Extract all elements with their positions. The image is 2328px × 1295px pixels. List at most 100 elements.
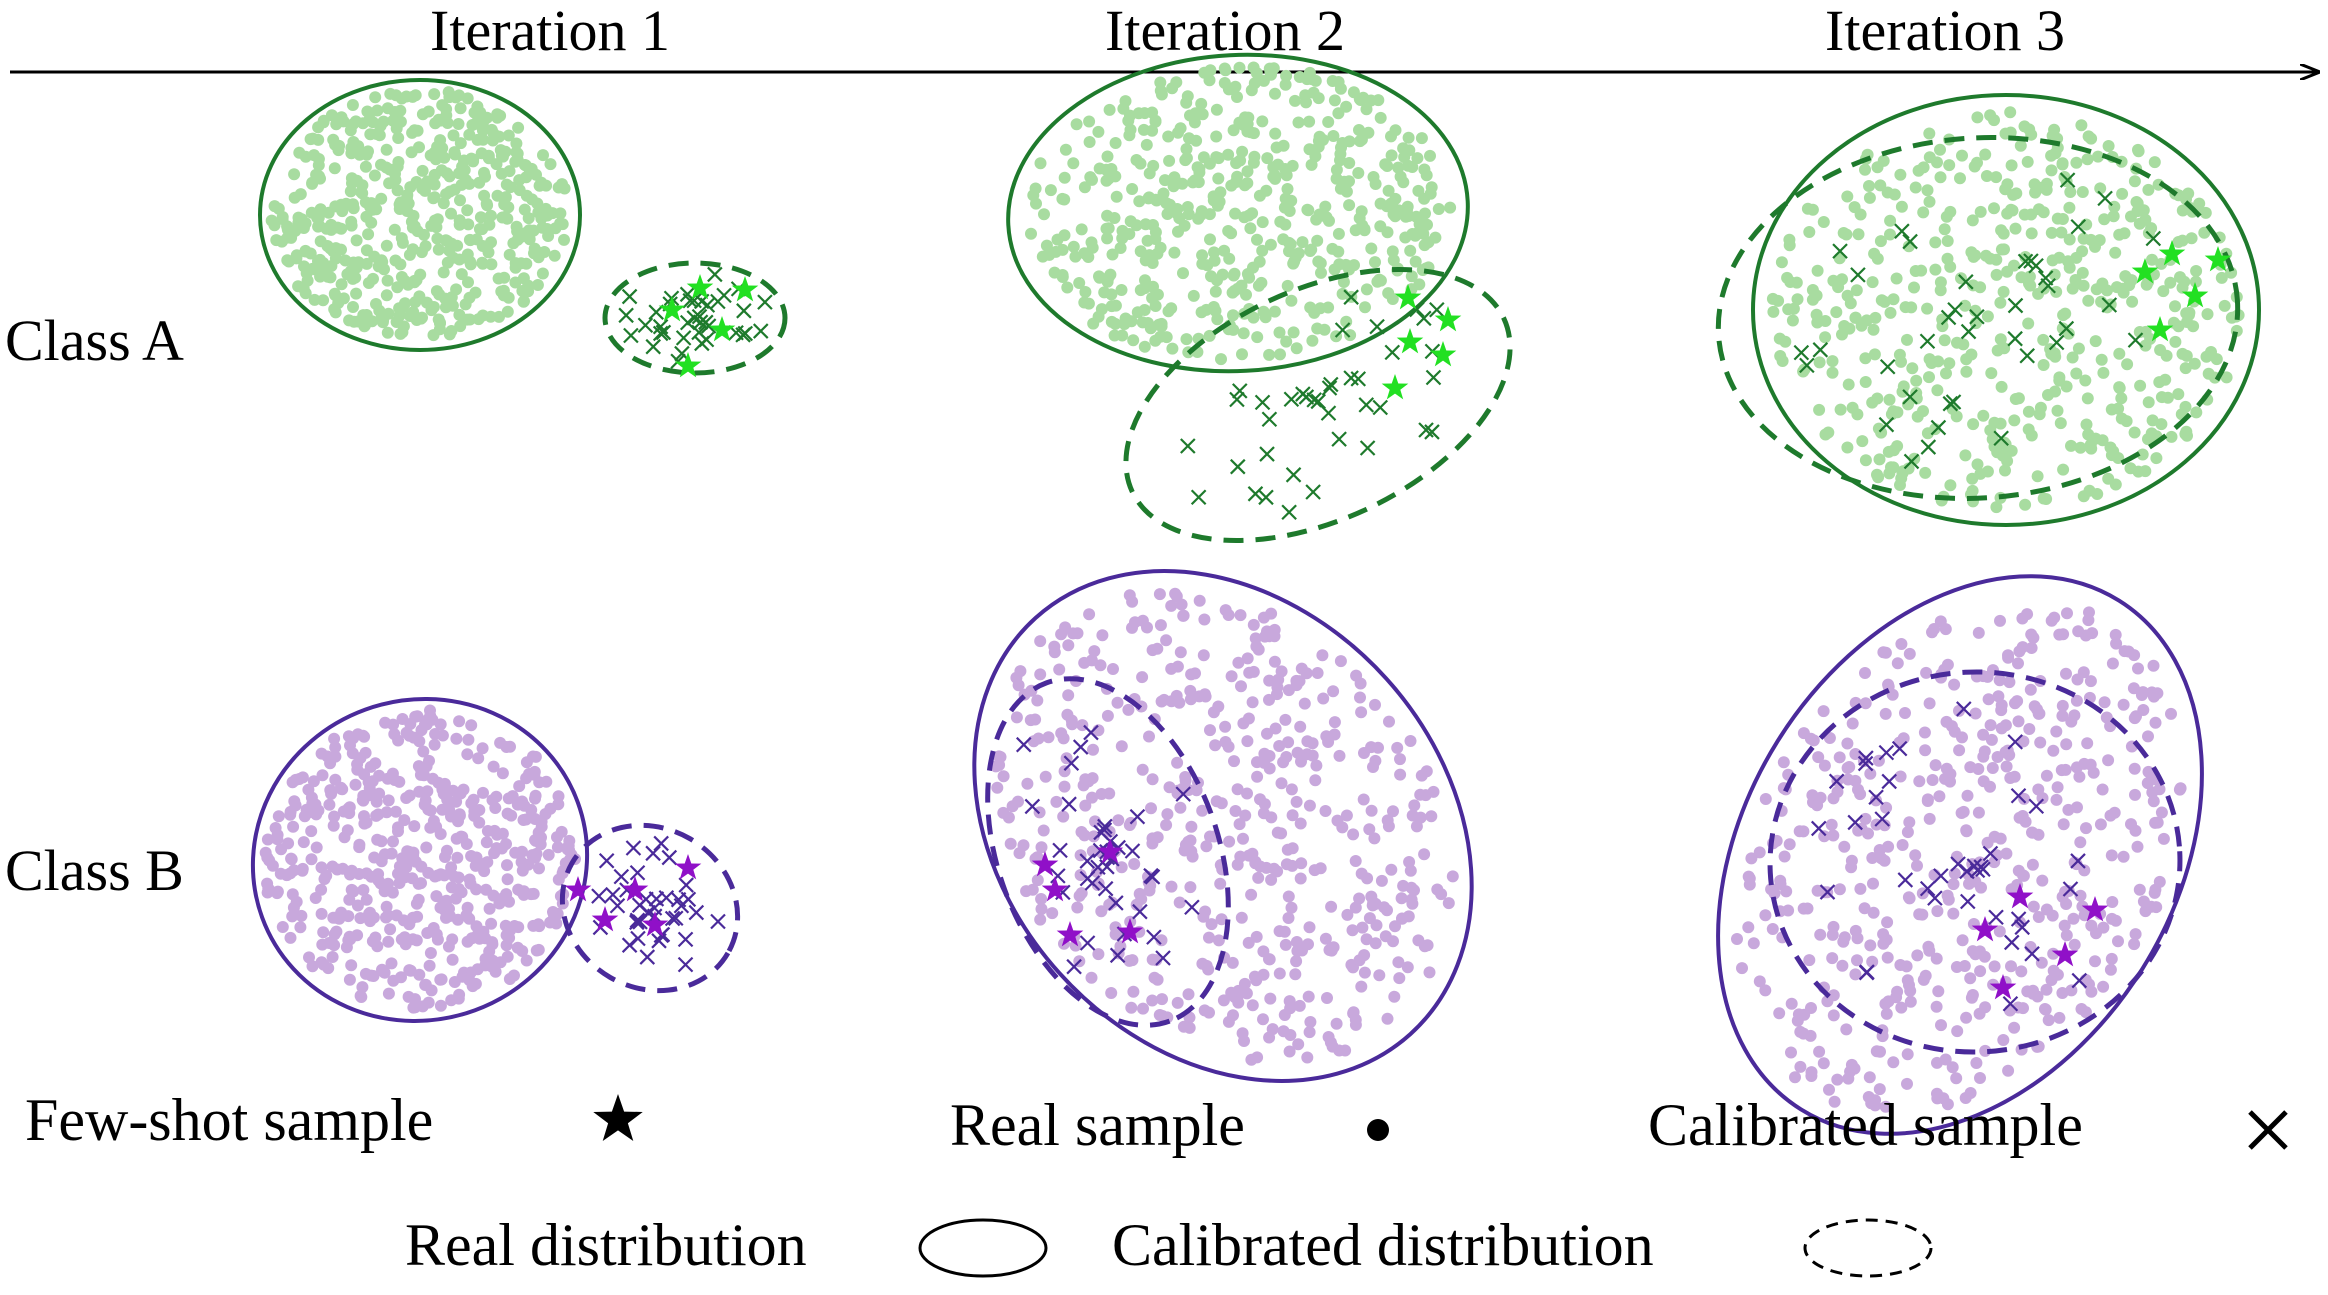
real-sample-dot: [1388, 990, 1401, 1003]
real-sample-dot: [1859, 697, 1872, 710]
calibrated-sample-cross: [1334, 322, 1351, 338]
real-sample-dot: [2004, 106, 2017, 119]
real-sample-dot: [1171, 996, 1184, 1009]
real-sample-dot: [1173, 896, 1186, 909]
real-sample-dot: [1046, 907, 1059, 920]
real-sample-dot: [1180, 143, 1193, 155]
real-sample-dot: [1160, 634, 1173, 647]
real-sample-dot: [345, 172, 358, 185]
real-sample-dot: [1867, 877, 1879, 890]
real-sample-dot: [2045, 226, 2058, 239]
real-sample-dot: [445, 207, 457, 220]
calibrated-sample-cross: [1956, 701, 1972, 717]
real-sample-dot: [1265, 811, 1278, 824]
real-sample-dot: [480, 883, 492, 896]
real-sample-dot: [2106, 657, 2119, 670]
calibrated-sample-cross: [1425, 369, 1442, 386]
real-sample-dot: [1341, 908, 1354, 921]
real-sample-dot: [2024, 683, 2037, 696]
real-sample-dot: [1122, 703, 1135, 716]
real-sample-dot: [2201, 308, 2214, 321]
calibrated-sample-cross: [1878, 416, 1895, 433]
real-sample-dot: [2012, 657, 2024, 670]
real-sample-dot: [1277, 1025, 1290, 1038]
real-sample-dot: [1779, 335, 1792, 348]
real-sample-dot: [469, 931, 482, 944]
real-sample-dot: [1278, 1009, 1291, 1021]
real-sample-dot: [1062, 639, 1075, 652]
real-sample-dot: [1369, 897, 1382, 910]
real-sample-dot: [1895, 200, 1908, 213]
real-sample-dot: [1212, 172, 1225, 185]
real-sample-dot: [517, 888, 530, 901]
real-sample-dot: [1170, 76, 1183, 89]
real-sample-dot: [387, 835, 399, 848]
real-sample-dot: [550, 917, 563, 930]
real-sample-dot: [1292, 1038, 1305, 1051]
real-sample-dot: [1137, 1002, 1149, 1015]
real-sample-dot: [1956, 149, 1968, 162]
real-sample-dot: [454, 194, 466, 207]
real-sample-dot: [1797, 825, 1810, 838]
real-sample-dot: [1263, 762, 1276, 775]
panel-a-iter-3: [1715, 93, 2261, 527]
real-sample-dot: [1264, 238, 1277, 251]
iteration-3-title: Iteration 3: [1825, 0, 2065, 63]
real-sample-dot: [1971, 111, 1984, 124]
real-sample-dot: [2159, 373, 2172, 386]
real-sample-dot: [1125, 1001, 1138, 1014]
real-sample-dot: [1245, 888, 1258, 901]
real-sample-dot: [1177, 609, 1190, 622]
real-sample-dot: [1886, 688, 1899, 701]
real-sample-dot: [1021, 777, 1034, 790]
real-sample-dot: [441, 235, 454, 248]
real-sample-dot: [357, 884, 370, 896]
real-sample-dot: [1057, 810, 1070, 823]
real-sample-dot: [1285, 783, 1298, 796]
real-sample-dot: [1234, 850, 1247, 863]
real-sample-dot: [1290, 342, 1303, 355]
real-sample-dot: [347, 256, 360, 269]
real-sample-dot: [452, 871, 465, 884]
real-sample-dot: [293, 146, 306, 159]
real-sample-dot: [1920, 666, 1933, 679]
real-sample-dot: [1048, 640, 1061, 653]
real-sample-dot: [464, 258, 477, 271]
real-sample-dot: [1075, 223, 1088, 236]
real-sample-dot: [2215, 271, 2228, 284]
real-sample-dot: [356, 179, 369, 192]
real-sample-dot: [1765, 883, 1778, 896]
real-sample-dot: [1870, 1045, 1883, 1058]
calibrated-sample-cross: [1097, 880, 1114, 897]
real-sample-dot: [1985, 733, 1998, 746]
real-sample-dot: [445, 994, 458, 1007]
real-sample-dot: [1909, 849, 1922, 862]
real-sample-dot: [500, 741, 513, 753]
real-sample-dot: [997, 770, 1010, 783]
real-sample-dot: [281, 868, 294, 881]
real-sample-dot: [1386, 245, 1399, 258]
real-sample-dot: [1141, 621, 1153, 634]
real-sample-dot: [1128, 858, 1141, 870]
real-sample-dot: [1263, 348, 1276, 361]
real-sample-dot: [402, 990, 415, 1003]
real-sample-dot: [1960, 365, 1973, 378]
real-sample-dot: [1387, 254, 1400, 267]
real-sample-dot: [395, 92, 408, 105]
real-sample-dot: [2057, 818, 2070, 831]
real-sample-dot: [1923, 151, 1936, 164]
real-sample-dot: [2026, 858, 2039, 871]
real-sample-dot: [1887, 1056, 1900, 1069]
real-sample-dot: [1058, 780, 1071, 793]
real-sample-dot: [1333, 749, 1346, 762]
real-sample-dot: [1130, 154, 1143, 166]
real-sample-dot: [1826, 952, 1839, 965]
real-sample-dot: [2019, 498, 2032, 511]
real-sample-dot: [1401, 961, 1414, 974]
real-sample-dot: [1170, 590, 1183, 603]
real-sample-dot: [1037, 824, 1050, 837]
real-sample-dot: [388, 728, 401, 741]
real-sample-dot: [1024, 714, 1037, 727]
real-sample-dot: [298, 810, 311, 823]
real-sample-dot: [483, 218, 496, 231]
